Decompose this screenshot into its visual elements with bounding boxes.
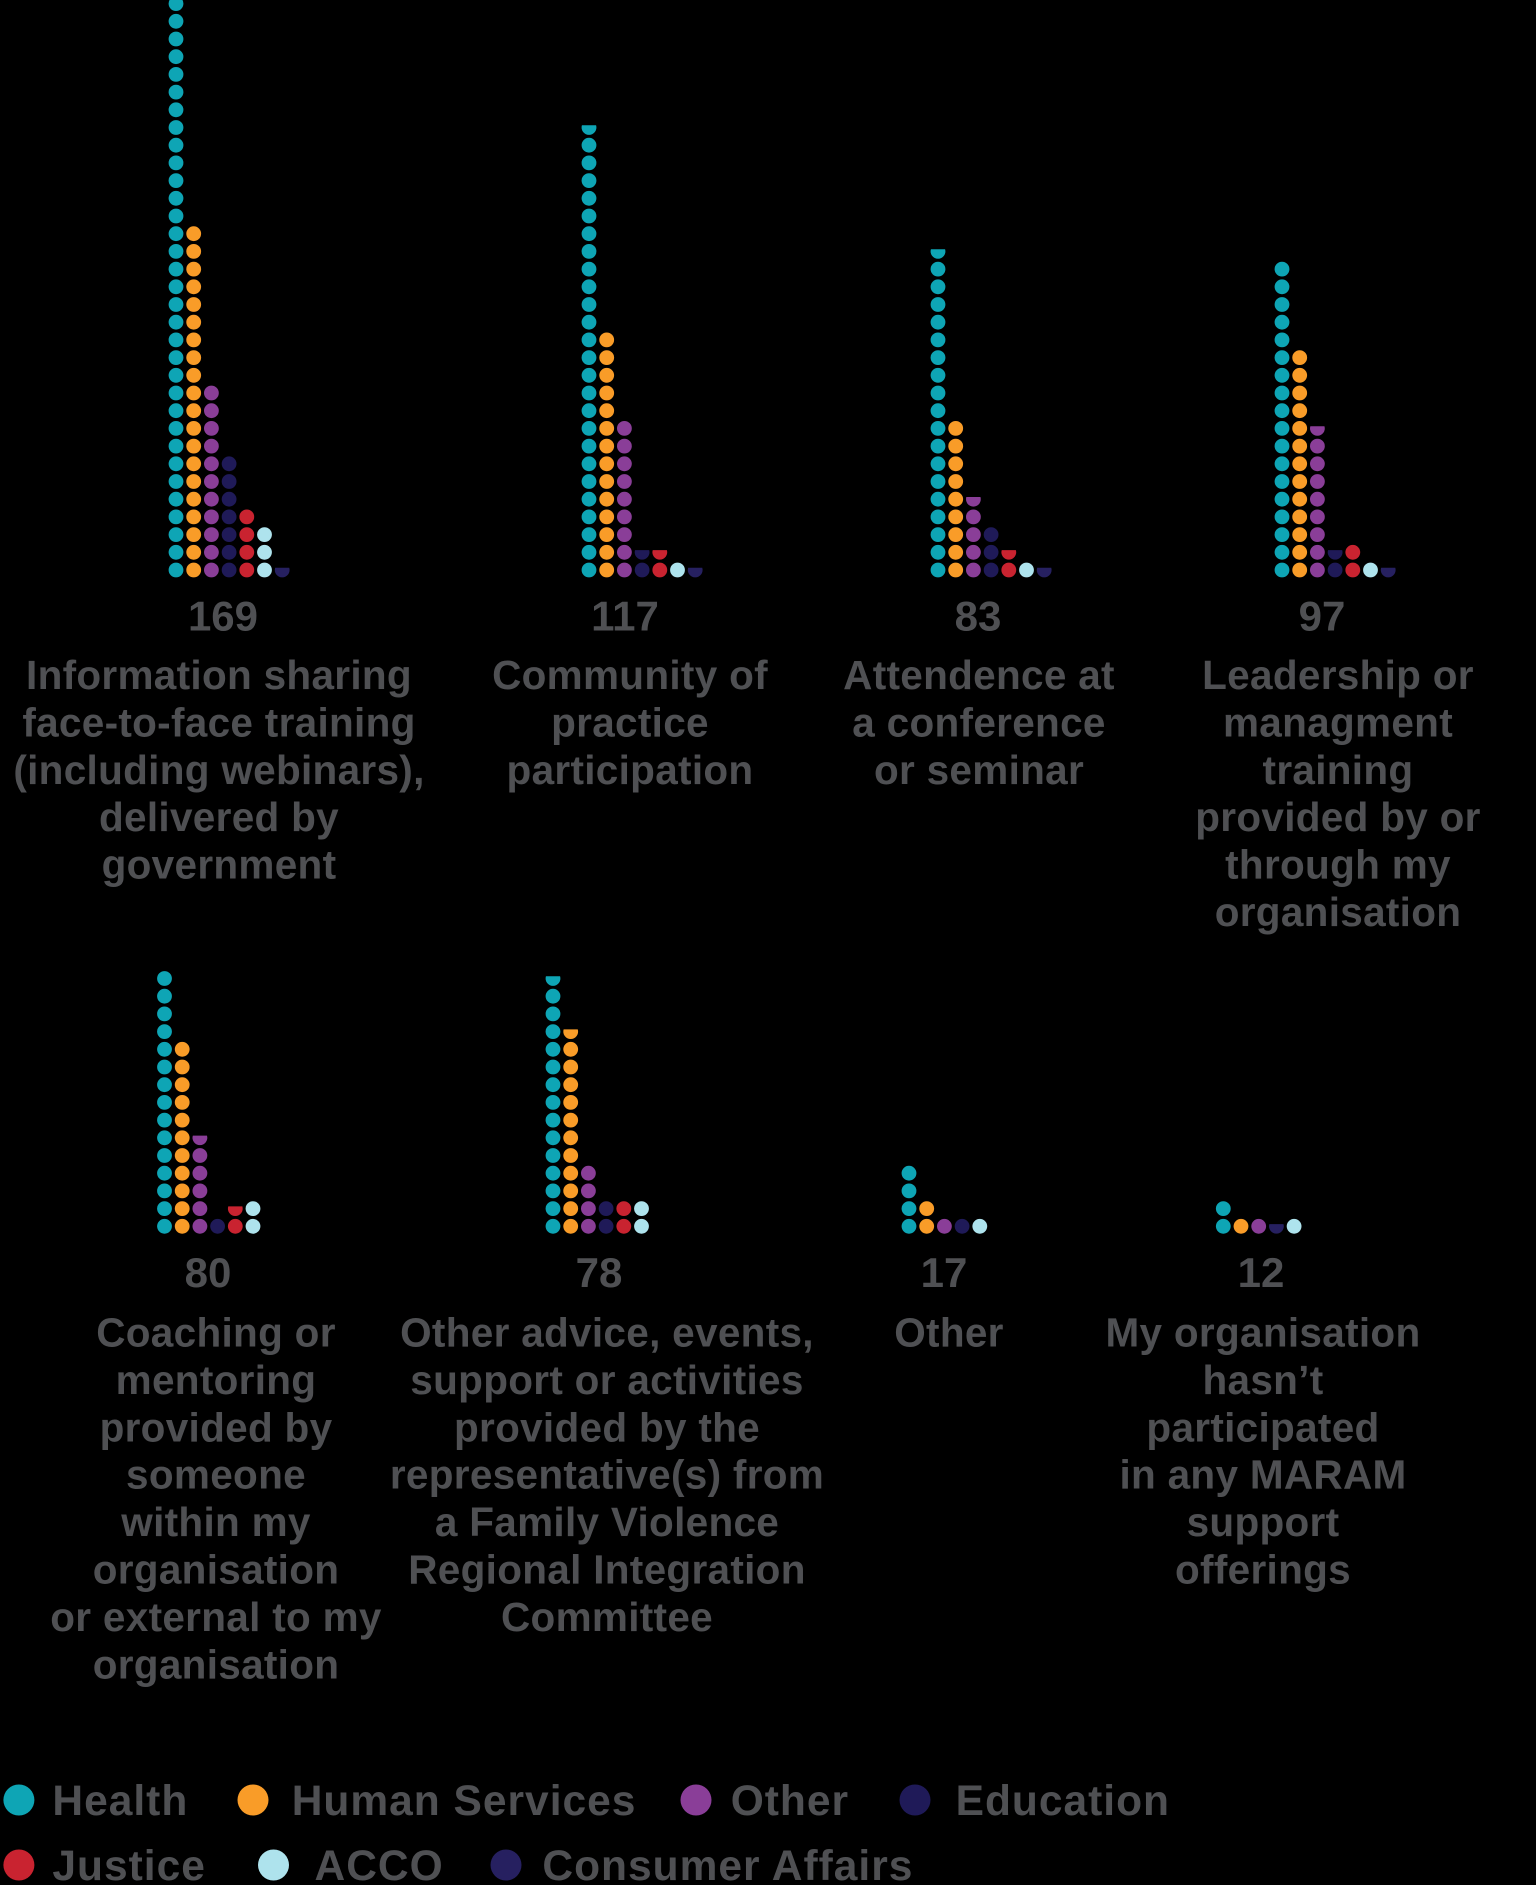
svg-text:provided by the: provided by the bbox=[454, 1404, 760, 1450]
svg-text:Other: Other bbox=[731, 1778, 849, 1825]
svg-text:Information sharing: Information sharing bbox=[26, 652, 412, 698]
svg-text:Other advice, events,: Other advice, events, bbox=[400, 1310, 814, 1356]
svg-text:83: 83 bbox=[955, 593, 1002, 640]
svg-text:97: 97 bbox=[1299, 593, 1346, 640]
svg-text:a Family Violence: a Family Violence bbox=[435, 1499, 779, 1545]
svg-text:provided by or: provided by or bbox=[1195, 794, 1481, 840]
svg-text:Community of: Community of bbox=[492, 652, 768, 698]
svg-text:Leadership or: Leadership or bbox=[1202, 652, 1474, 698]
svg-text:face-to-face training: face-to-face training bbox=[22, 699, 415, 745]
svg-text:Attendence at: Attendence at bbox=[843, 652, 1115, 698]
svg-text:organisation: organisation bbox=[93, 1547, 340, 1593]
svg-text:Consumer Affairs: Consumer Affairs bbox=[542, 1843, 913, 1885]
svg-text:in any MARAM: in any MARAM bbox=[1119, 1452, 1406, 1498]
svg-text:hasn’t: hasn’t bbox=[1202, 1357, 1323, 1403]
svg-text:practice: practice bbox=[551, 699, 709, 745]
svg-text:participation: participation bbox=[507, 747, 754, 793]
svg-text:169: 169 bbox=[188, 593, 258, 640]
svg-text:support: support bbox=[1187, 1499, 1340, 1545]
svg-text:provided by: provided by bbox=[100, 1404, 333, 1450]
svg-text:through my: through my bbox=[1225, 842, 1451, 888]
svg-text:participated: participated bbox=[1146, 1404, 1379, 1450]
svg-text:offerings: offerings bbox=[1175, 1547, 1351, 1593]
svg-text:delivered by: delivered by bbox=[99, 794, 339, 840]
svg-text:Justice: Justice bbox=[52, 1843, 205, 1885]
svg-text:ACCO: ACCO bbox=[315, 1843, 444, 1885]
svg-text:Regional Integration: Regional Integration bbox=[408, 1547, 806, 1593]
svg-text:within my: within my bbox=[120, 1499, 311, 1545]
svg-text:Education: Education bbox=[956, 1778, 1170, 1825]
svg-text:Health: Health bbox=[52, 1778, 188, 1825]
svg-text:80: 80 bbox=[185, 1249, 232, 1296]
svg-text:117: 117 bbox=[591, 593, 659, 640]
svg-text:(including webinars),: (including webinars), bbox=[13, 747, 424, 793]
svg-text:managment: managment bbox=[1223, 699, 1453, 745]
svg-text:Human Services: Human Services bbox=[292, 1778, 637, 1825]
svg-text:support or activities: support or activities bbox=[410, 1357, 803, 1403]
svg-text:someone: someone bbox=[126, 1452, 306, 1498]
svg-text:or external to my: or external to my bbox=[50, 1594, 382, 1640]
svg-text:mentoring: mentoring bbox=[116, 1357, 317, 1403]
svg-text:or seminar: or seminar bbox=[874, 747, 1084, 793]
svg-text:Other: Other bbox=[894, 1310, 1004, 1356]
svg-text:12: 12 bbox=[1238, 1249, 1285, 1296]
svg-text:training: training bbox=[1263, 747, 1414, 793]
svg-text:representative(s) from: representative(s) from bbox=[390, 1452, 824, 1498]
svg-text:government: government bbox=[102, 842, 337, 888]
svg-text:organisation: organisation bbox=[93, 1641, 340, 1687]
svg-text:Coaching or: Coaching or bbox=[96, 1310, 336, 1356]
svg-text:78: 78 bbox=[576, 1249, 623, 1296]
svg-text:17: 17 bbox=[921, 1249, 968, 1296]
svg-text:My organisation: My organisation bbox=[1105, 1310, 1420, 1356]
svg-text:a conference: a conference bbox=[852, 699, 1105, 745]
svg-text:Committee: Committee bbox=[501, 1594, 713, 1640]
svg-text:organisation: organisation bbox=[1215, 889, 1462, 935]
